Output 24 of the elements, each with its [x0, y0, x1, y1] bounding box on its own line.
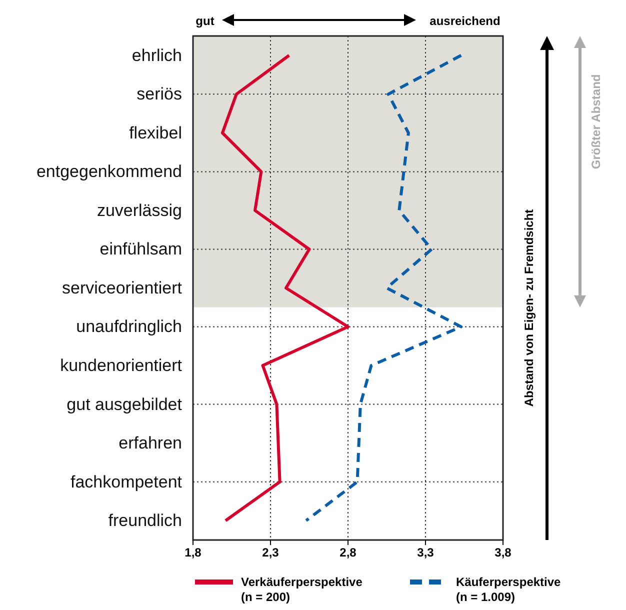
- y-tick-label: freundlich: [108, 511, 182, 530]
- y-tick-label: unaufdringlich: [76, 317, 182, 336]
- text: ausreichend: [430, 14, 500, 28]
- y-tick-label: kundenorientiert: [60, 356, 182, 375]
- text: Abstand von Eigen- zu Fremdsicht: [522, 209, 536, 407]
- x-tick-label: 2,3: [262, 546, 280, 560]
- x-tick-label: 2,8: [340, 546, 357, 560]
- y-tick-label: gut ausgebildet: [66, 394, 182, 414]
- x-tick-label: 3,3: [417, 546, 434, 560]
- text: gut: [196, 14, 214, 28]
- y-tick-label: serviceorientiert: [62, 278, 182, 298]
- y-tick-label: fachkompetent: [70, 472, 182, 492]
- y-tick-label: zuverlässig: [96, 200, 182, 220]
- legend-label: Verkäuferperspektive (n = 200): [241, 575, 363, 604]
- x-tick-label: 1,8: [184, 546, 202, 560]
- y-tick-label: flexibel: [129, 123, 182, 142]
- y-tick-label: entgegenkommend: [36, 162, 182, 182]
- legend-label: Käuferperspektive (n = 1.009): [456, 575, 562, 604]
- y-tick-label: einfühlsam: [100, 240, 182, 259]
- text: Größter Abstand: [589, 74, 603, 170]
- y-tick-label: erfahren: [118, 434, 182, 453]
- y-tick-label: ehrlich: [132, 46, 182, 65]
- y-tick-label: seriös: [136, 84, 182, 104]
- x-tick-label: 3,8: [494, 546, 512, 560]
